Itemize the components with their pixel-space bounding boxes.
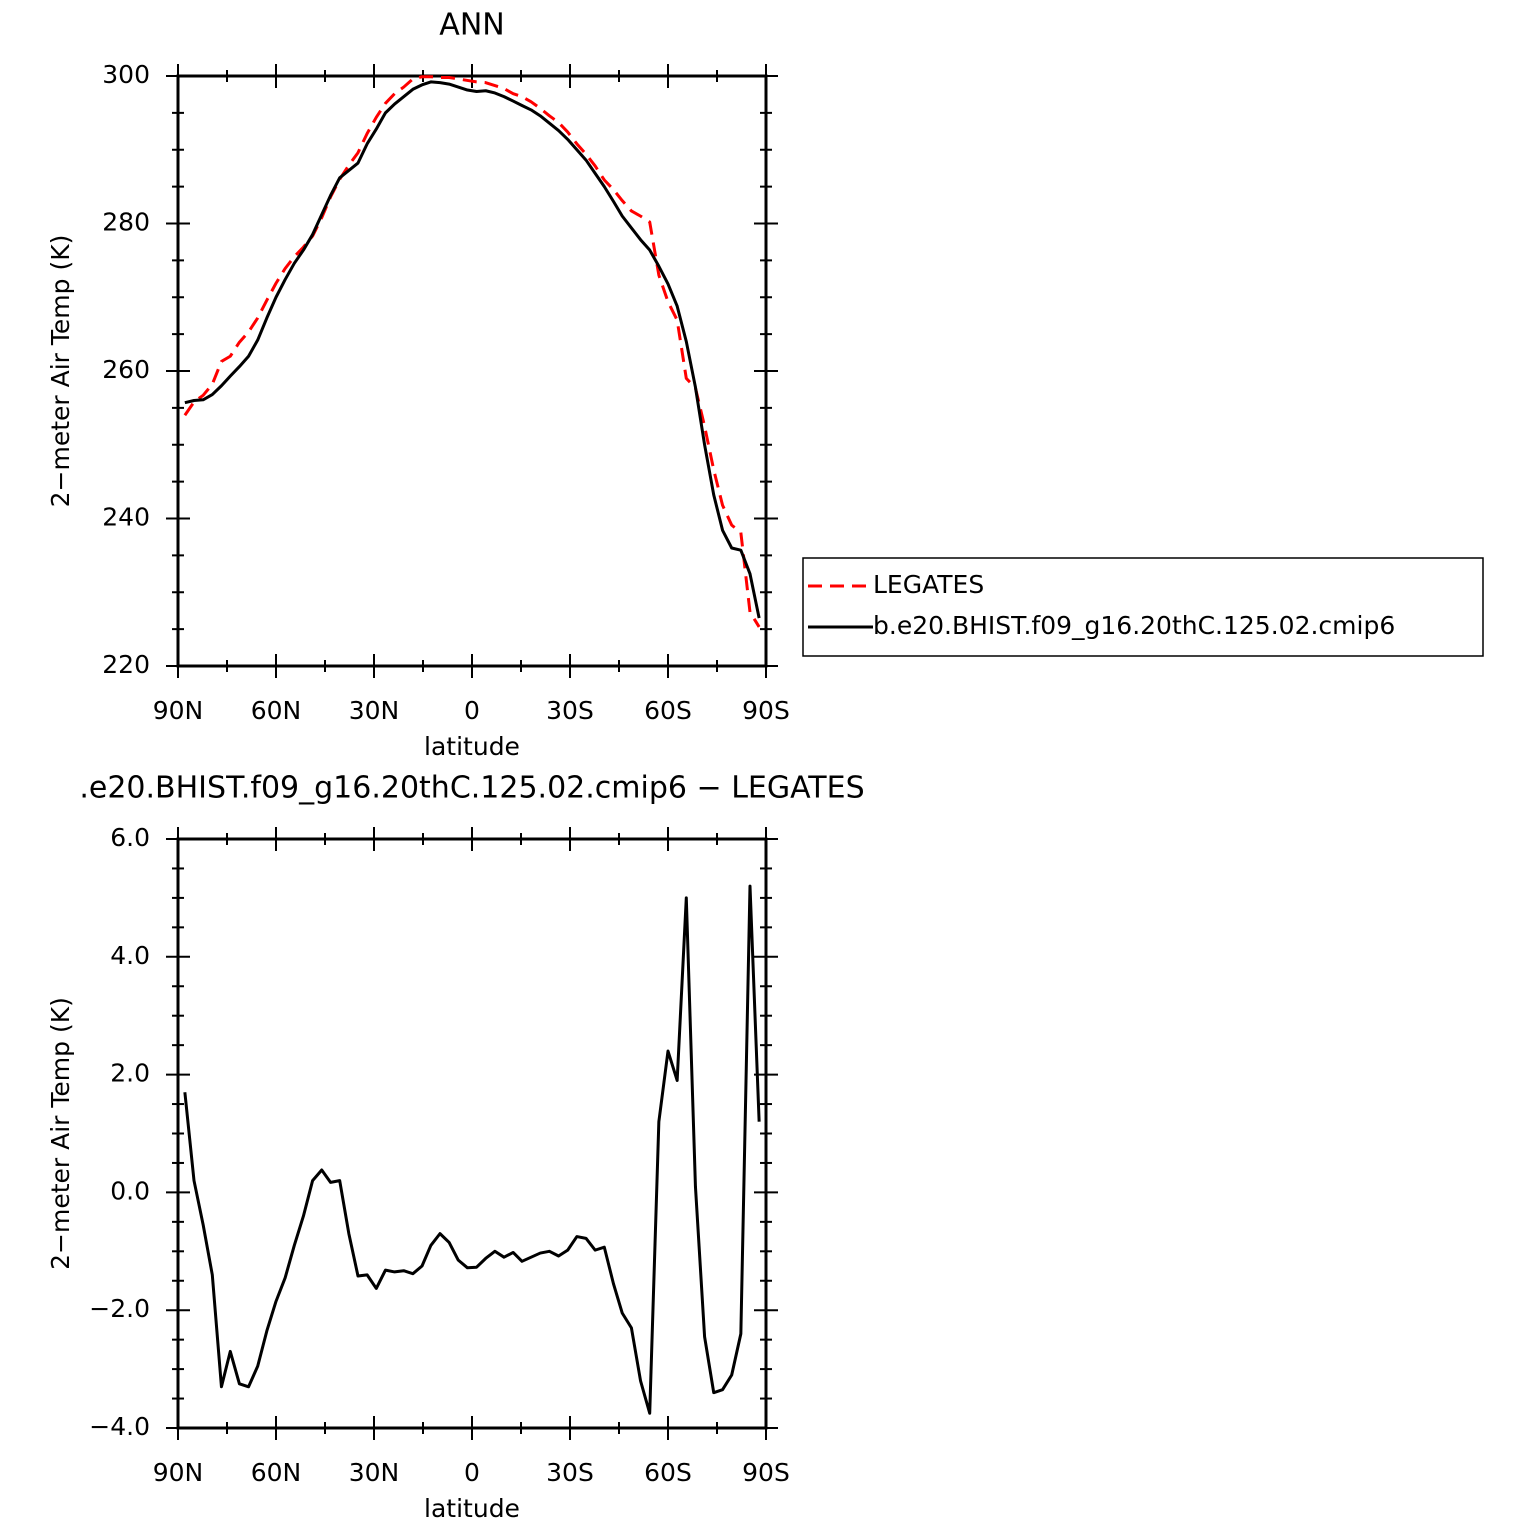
- data-line: [183, 75, 761, 628]
- x-tick-label: 60S: [644, 1458, 692, 1487]
- x-tick-label: 30S: [546, 696, 594, 725]
- y-tick-label: 220: [102, 650, 150, 679]
- y-tick-label: 0.0: [110, 1176, 150, 1205]
- y-tick-label: −2.0: [89, 1294, 150, 1323]
- x-tick-label: 60N: [251, 696, 302, 725]
- x-tick-label: 30N: [349, 1458, 400, 1487]
- chart-title: .e20.BHIST.f09_g16.20thC.125.02.cmip6 − …: [79, 771, 864, 806]
- x-tick-label: 60S: [644, 696, 692, 725]
- legend-label: b.e20.BHIST.f09_g16.20thC.125.02.cmip6: [873, 611, 1395, 640]
- y-axis-label: 2−meter Air Temp (K): [46, 235, 75, 508]
- x-tick-label: 90S: [742, 696, 790, 725]
- x-tick-label: 30S: [546, 1458, 594, 1487]
- x-tick-label: 90N: [153, 1458, 204, 1487]
- y-tick-label: 240: [102, 503, 150, 532]
- x-tick-label: 0: [464, 696, 480, 725]
- x-axis-label: latitude: [424, 1494, 520, 1523]
- x-tick-label: 30N: [349, 696, 400, 725]
- y-tick-label: 260: [102, 355, 150, 384]
- x-tick-label: 0: [464, 1458, 480, 1487]
- x-tick-label: 90S: [742, 1458, 790, 1487]
- legend-box: [802, 557, 1484, 657]
- x-axis-label: latitude: [424, 732, 520, 761]
- x-tick-label: 60N: [251, 1458, 302, 1487]
- legend-label: LEGATES: [873, 570, 984, 599]
- y-axis-label: 2−meter Air Temp (K): [46, 997, 75, 1270]
- x-tick-label: 90N: [153, 696, 204, 725]
- y-tick-label: 4.0: [110, 941, 150, 970]
- data-line: [183, 884, 761, 1415]
- y-tick-label: 280: [102, 208, 150, 237]
- y-tick-label: −4.0: [89, 1412, 150, 1441]
- y-tick-label: 6.0: [110, 823, 150, 852]
- plot-frame: [176, 74, 768, 668]
- y-tick-label: 300: [102, 60, 150, 89]
- chart-title: ANN: [439, 8, 504, 43]
- plot-frame: [176, 837, 768, 1430]
- data-line: [184, 80, 761, 619]
- y-tick-label: 2.0: [110, 1059, 150, 1088]
